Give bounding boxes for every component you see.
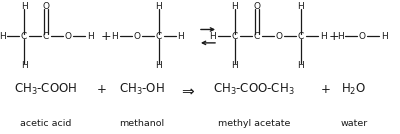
Text: CH$_3$-COOH: CH$_3$-COOH xyxy=(14,82,78,97)
Text: O: O xyxy=(42,2,50,11)
Text: H: H xyxy=(21,61,27,70)
Text: $\Rightarrow$: $\Rightarrow$ xyxy=(179,82,196,97)
Text: H: H xyxy=(232,2,238,11)
Text: H$_2$O: H$_2$O xyxy=(342,82,366,97)
Text: C: C xyxy=(156,32,162,41)
Text: H: H xyxy=(178,32,184,41)
Text: methanol: methanol xyxy=(120,119,164,128)
Text: methyl acetate: methyl acetate xyxy=(218,119,290,128)
Text: H: H xyxy=(298,61,304,70)
Text: H: H xyxy=(232,61,238,70)
Text: O: O xyxy=(358,32,366,41)
Text: H: H xyxy=(337,32,343,41)
Text: C: C xyxy=(43,32,49,41)
Text: +: + xyxy=(101,30,111,43)
Text: H: H xyxy=(156,2,162,11)
Text: acetic acid: acetic acid xyxy=(20,119,72,128)
Text: O: O xyxy=(64,32,72,41)
Text: C: C xyxy=(298,32,304,41)
Text: CH$_3$-COO-CH$_3$: CH$_3$-COO-CH$_3$ xyxy=(213,82,295,97)
Text: H: H xyxy=(112,32,118,41)
Text: H: H xyxy=(156,61,162,70)
Text: C: C xyxy=(21,32,27,41)
Text: H: H xyxy=(381,32,387,41)
Text: H: H xyxy=(21,2,27,11)
Text: C: C xyxy=(254,32,260,41)
Text: H: H xyxy=(87,32,93,41)
Text: CH$_3$-OH: CH$_3$-OH xyxy=(119,82,165,97)
Text: H: H xyxy=(210,32,216,41)
Text: H: H xyxy=(0,32,5,41)
Text: +: + xyxy=(97,83,107,96)
Text: O: O xyxy=(276,32,282,41)
Text: O: O xyxy=(254,2,260,11)
Text: O: O xyxy=(134,32,140,41)
Text: water: water xyxy=(340,119,368,128)
Text: H: H xyxy=(320,32,326,41)
Text: C: C xyxy=(232,32,238,41)
Text: +: + xyxy=(321,83,331,96)
Text: +: + xyxy=(329,30,339,43)
Text: H: H xyxy=(298,2,304,11)
